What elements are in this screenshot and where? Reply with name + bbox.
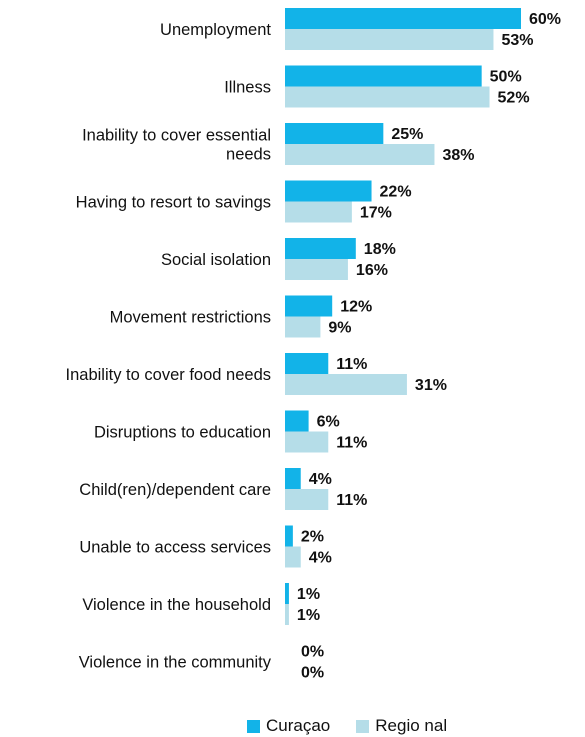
value-label-regional: 11% [336, 435, 367, 452]
category-label: Inability to cover essential [82, 127, 271, 145]
bar-curacao [285, 410, 309, 432]
bar-curacao [285, 583, 289, 604]
bar-regional [285, 374, 407, 395]
bar-group: Social isolation 18% 16% [161, 238, 396, 280]
category-label: Unemployment [160, 21, 271, 39]
bar-group: Violence in the community 0% 0% [79, 644, 324, 682]
legend-swatch-regional [356, 719, 370, 733]
value-label-regional: 52% [498, 90, 530, 107]
bar-regional [285, 546, 301, 568]
value-label-curacao: 11% [336, 356, 367, 373]
value-label-regional: 11% [336, 492, 367, 509]
bar-group: Illness 50% 52% [224, 65, 530, 108]
legend-item-curacao: Curaçao [247, 716, 330, 736]
category-label: Having to resort to savings [76, 194, 271, 212]
bar-group: Unable to access services 2% 4% [79, 525, 332, 568]
value-label-regional: 53% [501, 32, 533, 49]
value-label-curacao: 22% [380, 184, 412, 201]
legend-label-regional: Regio nal [375, 716, 448, 735]
bar-curacao [285, 8, 521, 29]
category-label: Violence in the community [79, 654, 272, 672]
value-label-curacao: 2% [301, 529, 324, 546]
bar-regional [285, 316, 321, 338]
value-label-curacao: 50% [490, 69, 522, 86]
bar-regional [285, 86, 490, 108]
bar-curacao [285, 353, 329, 374]
value-label-regional: 1% [297, 607, 320, 624]
bar-regional [285, 604, 289, 625]
bar-curacao [285, 65, 482, 87]
category-label: needs [226, 146, 271, 164]
category-label: Social isolation [161, 251, 271, 269]
bar-curacao [285, 123, 384, 144]
category-label: Disruptions to education [94, 424, 271, 442]
value-label-regional: 17% [360, 205, 392, 222]
bar-group: Violence in the household 1% 1% [82, 583, 320, 625]
bar-curacao [285, 238, 356, 259]
value-label-curacao: 0% [301, 644, 324, 661]
category-label: Violence in the household [82, 596, 271, 614]
bar-group: Movement restrictions 12% 9% [110, 295, 372, 338]
value-label-curacao: 12% [340, 299, 372, 316]
bar-curacao [285, 295, 333, 317]
bar-chart: Unemployment 60% 53% Illness 50% 52% Inability… [66, 8, 561, 682]
value-label-regional: 31% [415, 377, 447, 394]
bar-curacao [285, 180, 372, 202]
bar-regional [285, 201, 352, 223]
chart-legend: Curaçao Regio nal [247, 716, 447, 736]
bar-regional [285, 144, 435, 165]
value-label-curacao: 6% [317, 414, 340, 431]
category-label: Illness [224, 79, 271, 97]
bar-curacao [285, 525, 293, 547]
value-label-regional: 38% [442, 147, 474, 164]
bar-group: Child(ren)/dependent care 4%11% [79, 468, 367, 510]
bar-group: Disruptions to education 6% 11% [94, 410, 367, 453]
category-label: Inability to cover food needs [66, 366, 271, 384]
bar-curacao [285, 468, 301, 489]
value-label-curacao: 18% [364, 241, 396, 258]
bar-regional [285, 29, 494, 50]
bar-group: Unemployment 60% 53% [160, 8, 561, 50]
legend-swatch-curacao [247, 719, 260, 733]
category-label: Child(ren)/dependent care [79, 481, 271, 499]
value-label-regional: 9% [328, 320, 351, 337]
value-label-curacao: 25% [391, 126, 423, 143]
legend-item-regional: Regio nal [356, 716, 447, 736]
category-label: Movement restrictions [110, 309, 271, 327]
value-label-regional: 0% [301, 665, 324, 682]
bar-regional [285, 489, 329, 510]
bar-group: Inability to cover food needs 11% 31% [66, 353, 447, 395]
value-label-regional: 16% [356, 262, 388, 279]
value-label-curacao: 1% [297, 586, 320, 603]
value-label-regional: 4% [309, 550, 332, 567]
value-label-curacao: 60% [529, 11, 561, 28]
category-label: Unable to access services [79, 539, 271, 557]
legend-label-curacao: Curaçao [266, 716, 331, 735]
value-label-curacao: 4% [309, 471, 332, 488]
bar-regional [285, 259, 348, 280]
bar-group: Having to resort to savings 22% 17% [76, 180, 412, 223]
bar-regional [285, 431, 329, 453]
